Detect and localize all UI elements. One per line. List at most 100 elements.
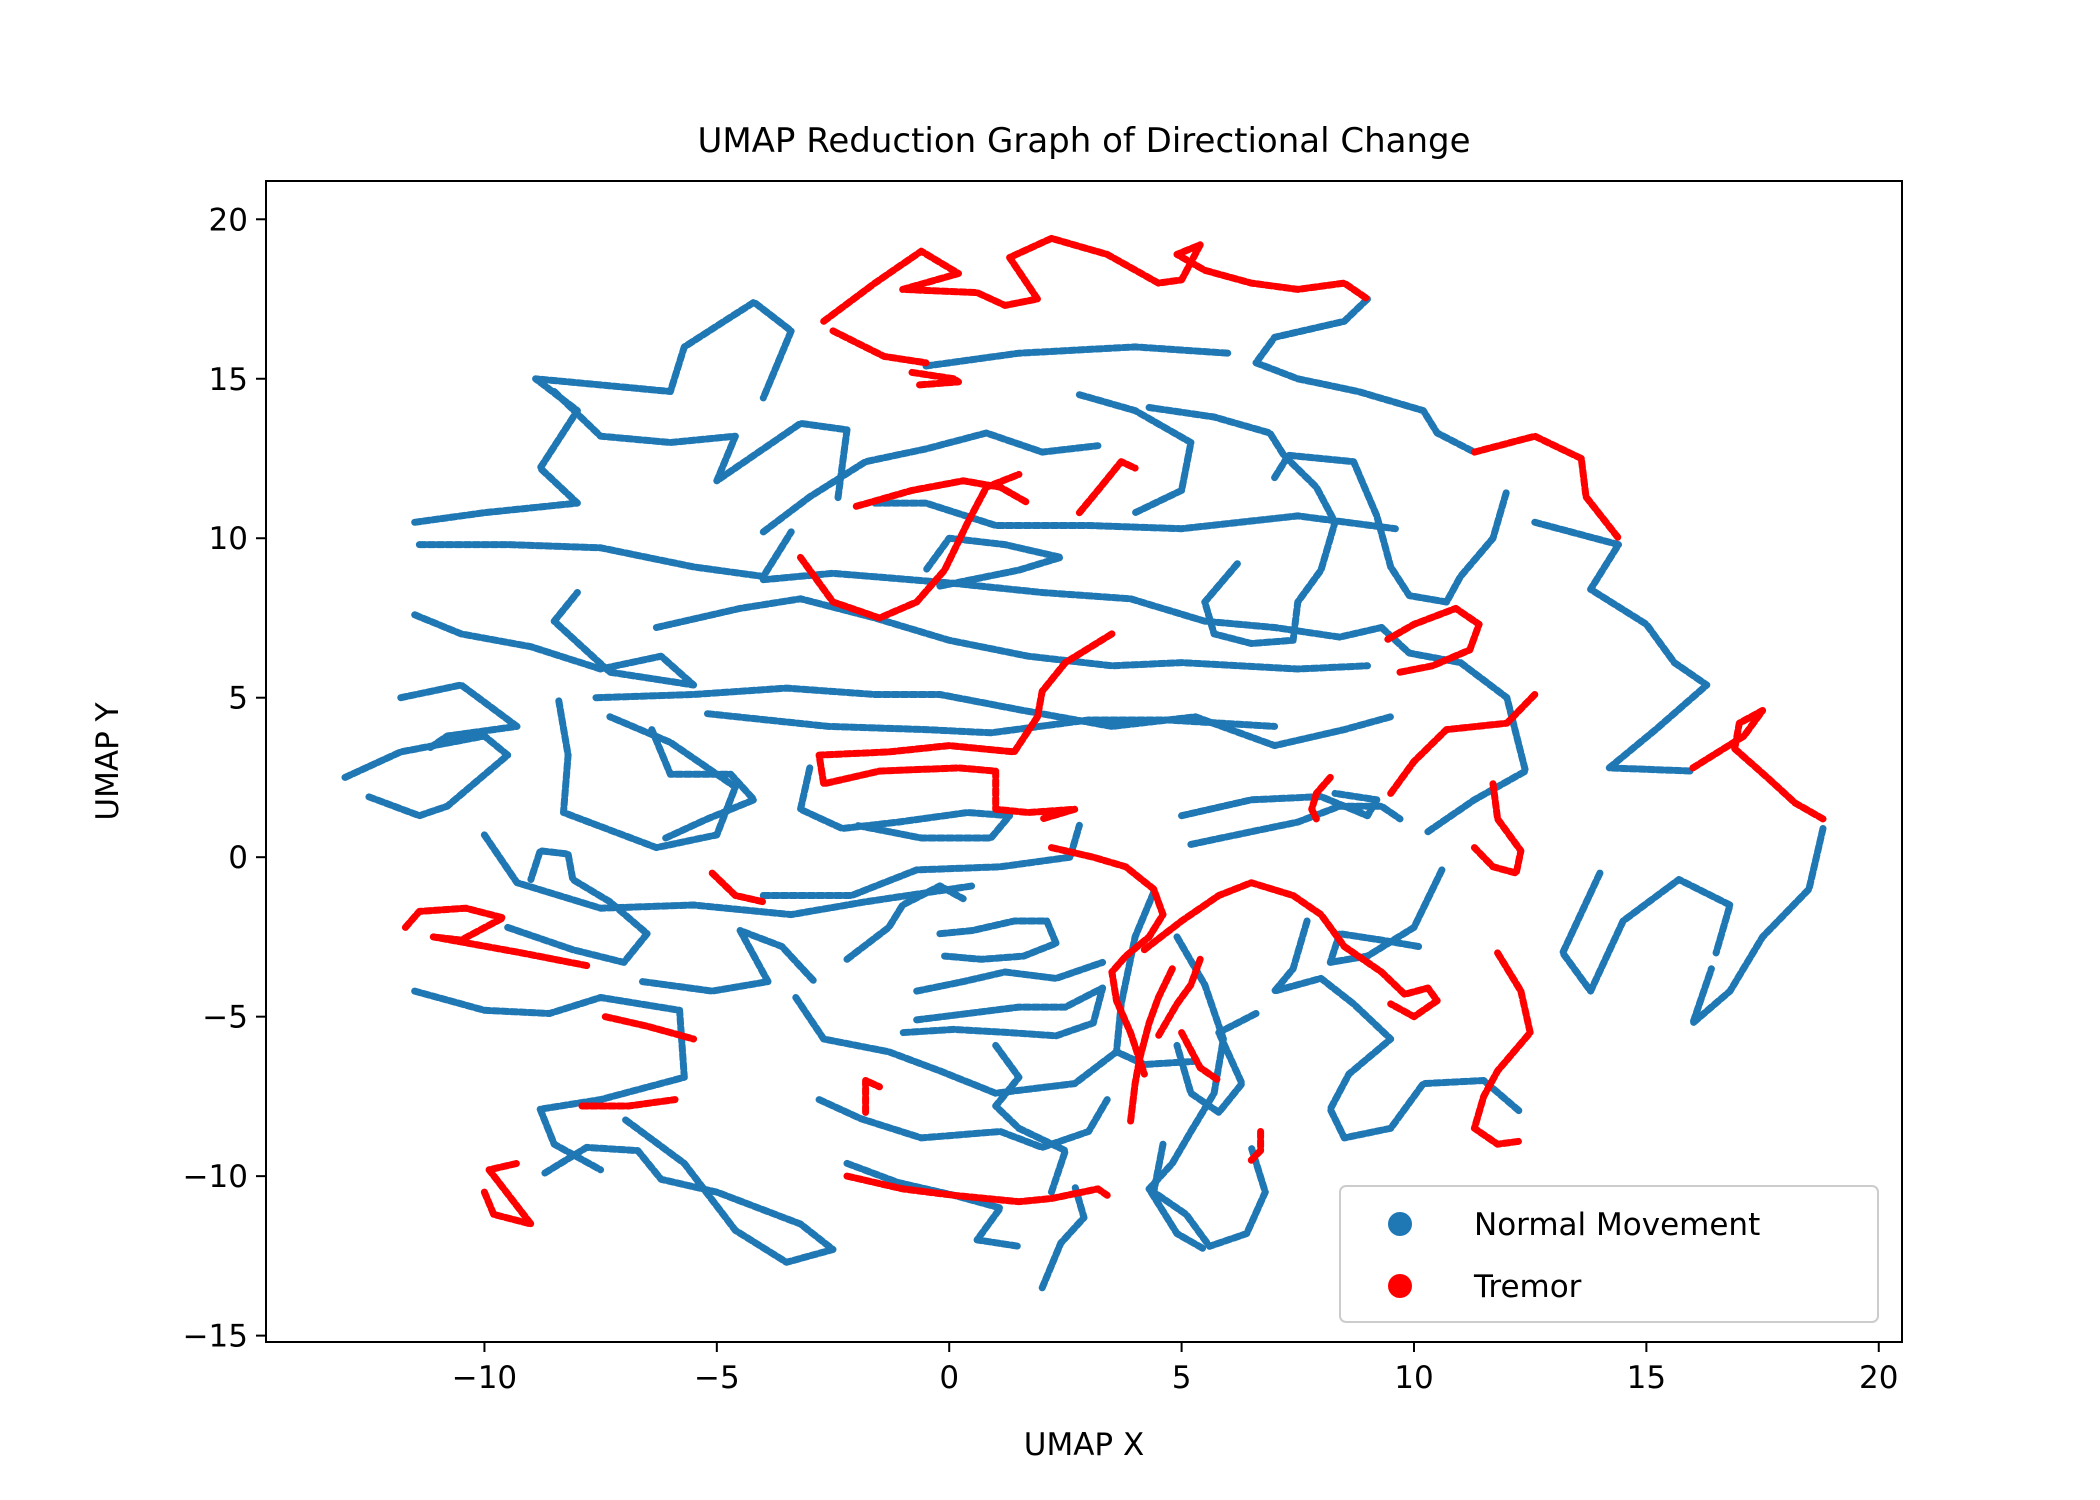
scatter-trajectory bbox=[1038, 1182, 1088, 1292]
scatter-trajectory bbox=[992, 1041, 1069, 1196]
scatter-trajectory bbox=[555, 697, 739, 852]
scatter-trajectory bbox=[1271, 917, 1525, 1142]
scatter-trajectory bbox=[480, 831, 976, 919]
x-tick-label: −5 bbox=[694, 1360, 740, 1396]
scatter-trajectory bbox=[1470, 780, 1525, 877]
scatter-trajectory bbox=[415, 528, 795, 580]
scatter-trajectory bbox=[922, 343, 1232, 370]
scatter-trajectory bbox=[871, 499, 1399, 533]
x-tick-label: −10 bbox=[452, 1360, 517, 1396]
scatter-trajectory bbox=[401, 904, 591, 970]
y-tick-label: 15 bbox=[209, 362, 248, 398]
scatter-trajectory bbox=[1178, 1029, 1223, 1084]
legend-box bbox=[1339, 1185, 1879, 1323]
scatter-trajectory bbox=[922, 534, 1065, 590]
y-axis-label: UMAP Y bbox=[90, 702, 126, 820]
scatter-trajectory bbox=[1252, 295, 1478, 456]
scatter-trajectory bbox=[1470, 949, 1534, 1148]
scatter-trajectory bbox=[1531, 518, 1711, 775]
x-tick-label: 0 bbox=[939, 1360, 959, 1396]
scatter-trajectory bbox=[899, 984, 1107, 1040]
x-tick-label: 10 bbox=[1394, 1360, 1433, 1396]
scatter-trajectory bbox=[759, 429, 1102, 536]
data-layer bbox=[341, 234, 1827, 1292]
y-tick-label: 0 bbox=[228, 840, 248, 876]
scatter-trajectory bbox=[1689, 825, 1827, 1027]
scatter-trajectory bbox=[1173, 1010, 1260, 1116]
y-tick-label: 20 bbox=[209, 202, 248, 238]
y-tick-label: −5 bbox=[202, 1000, 248, 1036]
scatter-trajectory bbox=[1271, 451, 1511, 606]
x-tick-label: 20 bbox=[1859, 1360, 1898, 1396]
scatter-trajectory bbox=[1470, 432, 1622, 542]
scatter-trajectory bbox=[1559, 869, 1734, 995]
scatter-trajectory bbox=[852, 477, 1032, 510]
scatter-trajectory bbox=[1075, 391, 1195, 517]
scatter-trajectory bbox=[843, 882, 967, 963]
scatter-trajectory bbox=[578, 1096, 679, 1110]
scatter-trajectory bbox=[1247, 1128, 1265, 1164]
scatter-trajectory bbox=[843, 1172, 1111, 1206]
scatter-trajectory bbox=[1075, 458, 1139, 517]
y-tick-label: −10 bbox=[183, 1159, 248, 1195]
scatter-trajectory bbox=[648, 726, 758, 842]
x-axis: −10 −5 0 5 10 15 20 bbox=[452, 1342, 1898, 1396]
legend-marker-normal-movement bbox=[1388, 1212, 1412, 1236]
scatter-trajectory bbox=[1048, 844, 1167, 1078]
y-axis: −15 −10 −5 0 5 10 15 20 bbox=[183, 202, 266, 1355]
scatter-trajectory bbox=[829, 327, 930, 367]
y-tick-label: 5 bbox=[228, 681, 248, 717]
scatter-trajectory bbox=[411, 298, 795, 526]
scatter-trajectory bbox=[541, 1115, 837, 1266]
scatter-trajectory bbox=[1145, 404, 1339, 647]
scatter-trajectory bbox=[411, 987, 688, 1174]
scatter-trajectory bbox=[820, 234, 1371, 325]
legend-label-tremor: Tremor bbox=[1473, 1269, 1582, 1305]
chart-title: UMAP Reduction Graph of Directional Chan… bbox=[697, 121, 1470, 161]
scatter-trajectory bbox=[504, 847, 651, 966]
scatter-trajectory bbox=[797, 470, 1023, 622]
scatter-trajectory bbox=[936, 917, 1060, 963]
scatter-trajectory bbox=[759, 569, 1385, 641]
scatter-trajectory bbox=[550, 388, 851, 504]
scatter-trajectory bbox=[592, 684, 1395, 750]
scatter-trajectory bbox=[341, 732, 512, 820]
legend: Normal Movement Tremor bbox=[1339, 1185, 1879, 1323]
scatter-trajectory bbox=[815, 630, 1116, 823]
y-tick-label: −15 bbox=[183, 1319, 248, 1355]
x-tick-label: 5 bbox=[1172, 1360, 1192, 1396]
scatter-trajectory bbox=[601, 1013, 698, 1043]
scatter-trajectory bbox=[1187, 802, 1404, 848]
scatter-trajectory bbox=[862, 1077, 883, 1116]
legend-marker-tremor bbox=[1388, 1274, 1412, 1298]
scatter-trajectory bbox=[913, 958, 1107, 995]
scatter-trajectory bbox=[1140, 879, 1441, 1021]
series-tremor bbox=[401, 234, 1827, 1228]
scatter-trajectory bbox=[843, 1159, 1023, 1250]
scatter-trajectory bbox=[397, 681, 521, 753]
scatter-trajectory bbox=[797, 764, 1014, 842]
x-tick-label: 15 bbox=[1627, 1360, 1666, 1396]
x-axis-label: UMAP X bbox=[1024, 1427, 1144, 1463]
scatter-trajectory bbox=[908, 368, 962, 389]
scatter-trajectory bbox=[792, 994, 1120, 1097]
scatter-trajectory bbox=[639, 927, 818, 995]
scatter-trajectory bbox=[411, 589, 698, 689]
scatter-trajectory bbox=[652, 595, 1371, 673]
scatter-trajectory bbox=[1145, 933, 1227, 1253]
scatter-trajectory bbox=[1326, 866, 1446, 966]
scatter-trajectory bbox=[708, 869, 767, 906]
legend-label-normal-movement: Normal Movement bbox=[1474, 1207, 1760, 1243]
scatter-trajectory bbox=[1387, 691, 1539, 797]
y-tick-label: 10 bbox=[209, 521, 248, 557]
series-normal-movement bbox=[341, 295, 1827, 1292]
scatter-trajectory bbox=[1689, 707, 1827, 823]
scatter-trajectory bbox=[480, 1159, 535, 1228]
scatter-trajectory bbox=[1154, 955, 1204, 1040]
axes-frame bbox=[265, 180, 1903, 1343]
scatter-trajectory bbox=[1308, 773, 1334, 823]
scatter-trajectory bbox=[815, 1096, 1111, 1151]
scatter-trajectory bbox=[1378, 624, 1529, 836]
scatter-trajectory bbox=[1382, 604, 1483, 676]
